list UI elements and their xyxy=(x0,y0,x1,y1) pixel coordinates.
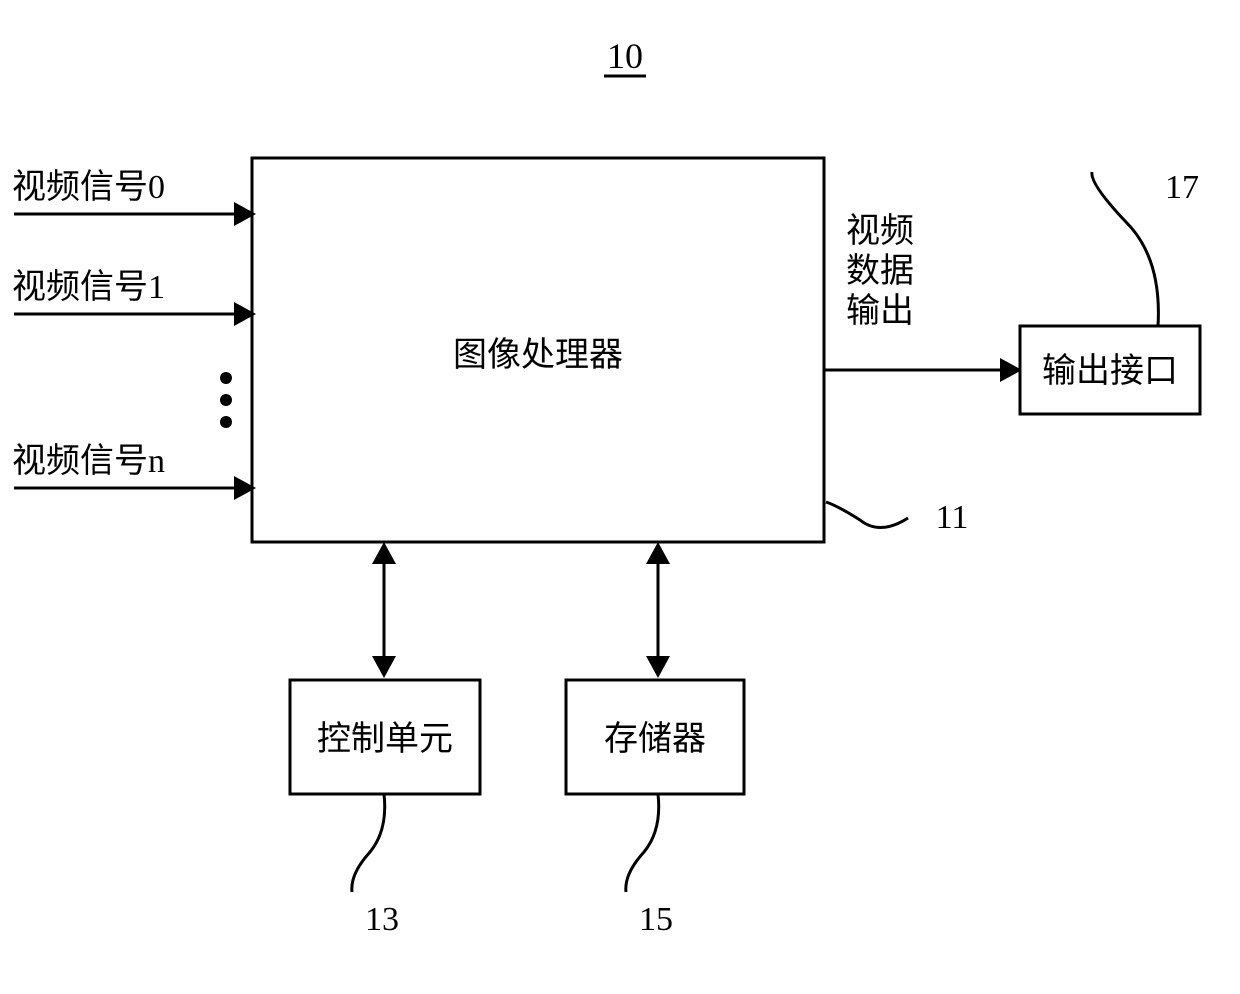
block-diagram: 10 图像处理器 视频信号0 视频信号1 视频信号n 视频 数据 输出 输出接口… xyxy=(0,0,1240,994)
bidir-arrow-control-down xyxy=(372,656,396,678)
output-label: 输出接口 xyxy=(1042,352,1178,390)
input-label-n: 视频信号n xyxy=(12,442,165,480)
ref-leader-17 xyxy=(1092,172,1159,326)
ref-17: 17 xyxy=(1165,169,1199,206)
bidir-arrow-memory-up xyxy=(646,542,670,564)
ref-leader-13 xyxy=(352,794,385,892)
output-sig-line1: 视频 xyxy=(846,212,914,250)
bidir-arrow-memory-down xyxy=(646,656,670,678)
ref-15: 15 xyxy=(639,901,673,938)
output-sig-line2: 数据 xyxy=(846,252,914,290)
ellipsis-dot-1 xyxy=(220,372,232,384)
ref-11: 11 xyxy=(936,499,969,536)
processor-label: 图像处理器 xyxy=(453,336,623,374)
input-label-0: 视频信号0 xyxy=(12,168,165,206)
memory-label: 存储器 xyxy=(604,720,706,758)
output-sig-line3: 输出 xyxy=(846,292,914,330)
figure-number: 10 xyxy=(607,36,643,76)
control-label: 控制单元 xyxy=(317,720,453,758)
ellipsis-dot-2 xyxy=(220,394,232,406)
ellipsis-dot-3 xyxy=(220,416,232,428)
ref-leader-11 xyxy=(826,502,908,528)
ref-leader-15 xyxy=(626,794,659,892)
bidir-arrow-control-up xyxy=(372,542,396,564)
input-label-1: 视频信号1 xyxy=(12,268,165,306)
ref-13: 13 xyxy=(365,901,399,938)
